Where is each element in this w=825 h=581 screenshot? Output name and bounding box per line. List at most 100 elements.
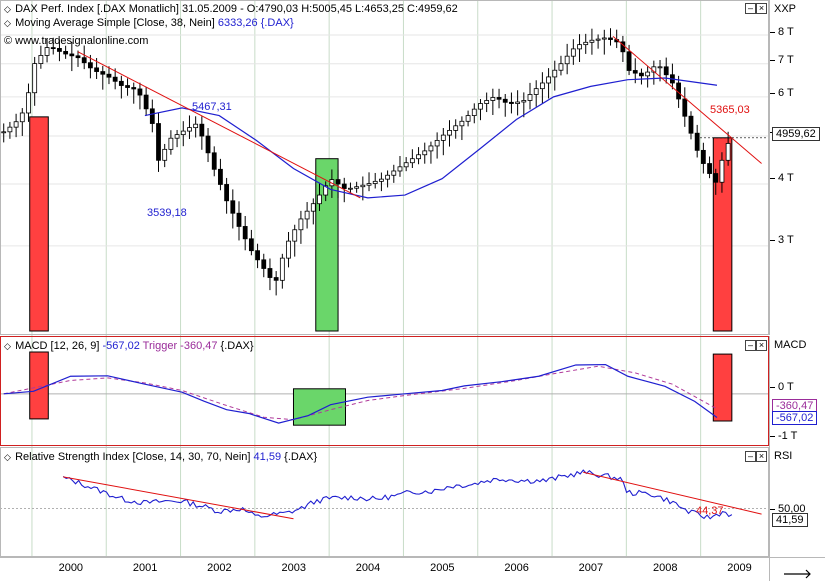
candle-body — [496, 97, 502, 100]
candle-body — [589, 39, 595, 43]
candle-body — [626, 51, 632, 71]
minimize-panel-icon[interactable]: – — [745, 340, 756, 351]
close-panel-icon[interactable]: × — [756, 451, 767, 462]
collapse-icon[interactable]: ◇ — [4, 341, 11, 351]
candle-body — [224, 184, 230, 202]
close-panel-icon[interactable]: × — [756, 340, 767, 351]
candle-body — [657, 66, 663, 69]
x-tick-label: 2004 — [355, 562, 381, 574]
macd-panel-plot — [0, 351, 769, 426]
candle-body — [149, 108, 155, 124]
macd-trigger-line — [3, 365, 718, 421]
candle-body — [143, 94, 149, 110]
candle-body — [533, 88, 539, 95]
signal-box — [712, 137, 733, 332]
macd-value-box: -567,02 — [772, 411, 818, 425]
candle-body — [471, 108, 477, 116]
tick-label: 8 T — [770, 26, 794, 38]
candle-body — [187, 127, 192, 132]
macd-trigger-value: -360,47 — [180, 340, 218, 352]
rsi-scale[interactable]: RSI 50,00 41,59 — [769, 447, 825, 557]
x-tick-label: 2002 — [207, 562, 232, 574]
last-price-box: 4959,62 — [772, 127, 820, 141]
candle-body — [403, 162, 409, 168]
candle-body — [137, 88, 143, 96]
candle-body — [360, 184, 366, 188]
candle-body — [478, 103, 483, 110]
candle-body — [317, 194, 322, 205]
candle-body — [434, 139, 440, 147]
candle-body — [366, 183, 372, 186]
candle-body — [453, 125, 459, 131]
price-panel-plot — [0, 28, 769, 332]
candle-body — [156, 123, 161, 161]
candle-body — [354, 186, 360, 189]
candle-body — [162, 148, 168, 161]
resize-icon — [784, 569, 811, 579]
rsi-header-name: Relative Strength Index [Close, 14, 30, … — [15, 451, 251, 463]
collapse-icon[interactable]: ◇ — [4, 18, 11, 28]
tick-label: 3 T — [770, 234, 794, 246]
candle-body — [168, 137, 174, 150]
candle-body — [719, 159, 725, 183]
candle-body — [19, 112, 25, 123]
collapse-icon[interactable]: ◇ — [4, 452, 11, 462]
candle-body — [682, 98, 688, 117]
macd-line — [3, 363, 718, 424]
price-scale[interactable]: XXP 8 T 7 T 6 T 5 T 4 T 3 T 4959,62 — [769, 0, 825, 335]
collapse-icon[interactable]: ◇ — [4, 4, 11, 14]
tick-label: 50,00 — [770, 503, 806, 515]
candle-body — [608, 37, 613, 40]
x-tick-label: 2007 — [578, 562, 604, 574]
candle-body — [416, 154, 421, 160]
candle-body — [174, 134, 180, 139]
candle-body — [180, 130, 186, 136]
candle-body — [688, 115, 694, 134]
candle-body — [292, 229, 298, 242]
candle-body — [261, 259, 267, 269]
rsi-scale-title: RSI — [774, 450, 793, 462]
candle-body — [577, 44, 582, 50]
x-axis[interactable]: 2000 2001 2002 2003 2004 2005 2006 2007 2008 2009 — [0, 557, 769, 581]
candle-body — [385, 174, 390, 180]
rsi-trendline — [583, 471, 762, 515]
macd-signal-box — [292, 388, 346, 426]
candle-body — [335, 179, 341, 185]
candle-body — [409, 158, 415, 164]
candle-body — [112, 76, 118, 82]
candle-body — [552, 69, 558, 78]
watermark: © www.tradesignalonline.com — [4, 35, 149, 47]
macd-header-value: -567,02 — [102, 340, 140, 352]
candle-body — [397, 166, 403, 172]
macd-scale[interactable]: MACD 0 T -1 T -360,47 -567,02 — [769, 336, 825, 447]
macd-header-name: MACD [12, 26, 9] — [15, 340, 100, 352]
minimize-panel-icon[interactable]: – — [745, 3, 756, 14]
price-header: ◇ DAX Perf. Index [.DAX Monatlich] 31.05… — [4, 3, 458, 15]
rsi-header-value: 41,59 — [253, 451, 282, 463]
candle-body — [459, 120, 465, 127]
candle-body — [230, 200, 236, 214]
macd-trigger-box: -360,47 — [772, 399, 818, 413]
candle-body — [211, 152, 217, 170]
candle-body — [106, 73, 112, 78]
candle-body — [13, 121, 19, 128]
rsi-header-sym: {.DAX} — [284, 451, 318, 463]
candle-body — [509, 101, 514, 104]
candle-body — [286, 240, 291, 259]
candle-body — [546, 76, 551, 84]
trendline — [77, 51, 361, 199]
macd-scale-title: MACD — [774, 339, 807, 351]
price-scale-title: XXP — [774, 3, 797, 15]
candle-body — [69, 53, 75, 57]
rsi-trendline — [63, 476, 294, 520]
candle-body — [515, 101, 521, 104]
minimize-panel-icon[interactable]: – — [745, 451, 756, 462]
candle-body — [539, 82, 545, 90]
candle-body — [700, 149, 706, 164]
candle-body — [570, 48, 576, 57]
trendline — [612, 35, 762, 164]
tick-label: -1 T — [769, 430, 798, 442]
close-panel-icon[interactable]: × — [756, 3, 767, 14]
candle-body — [502, 98, 508, 103]
